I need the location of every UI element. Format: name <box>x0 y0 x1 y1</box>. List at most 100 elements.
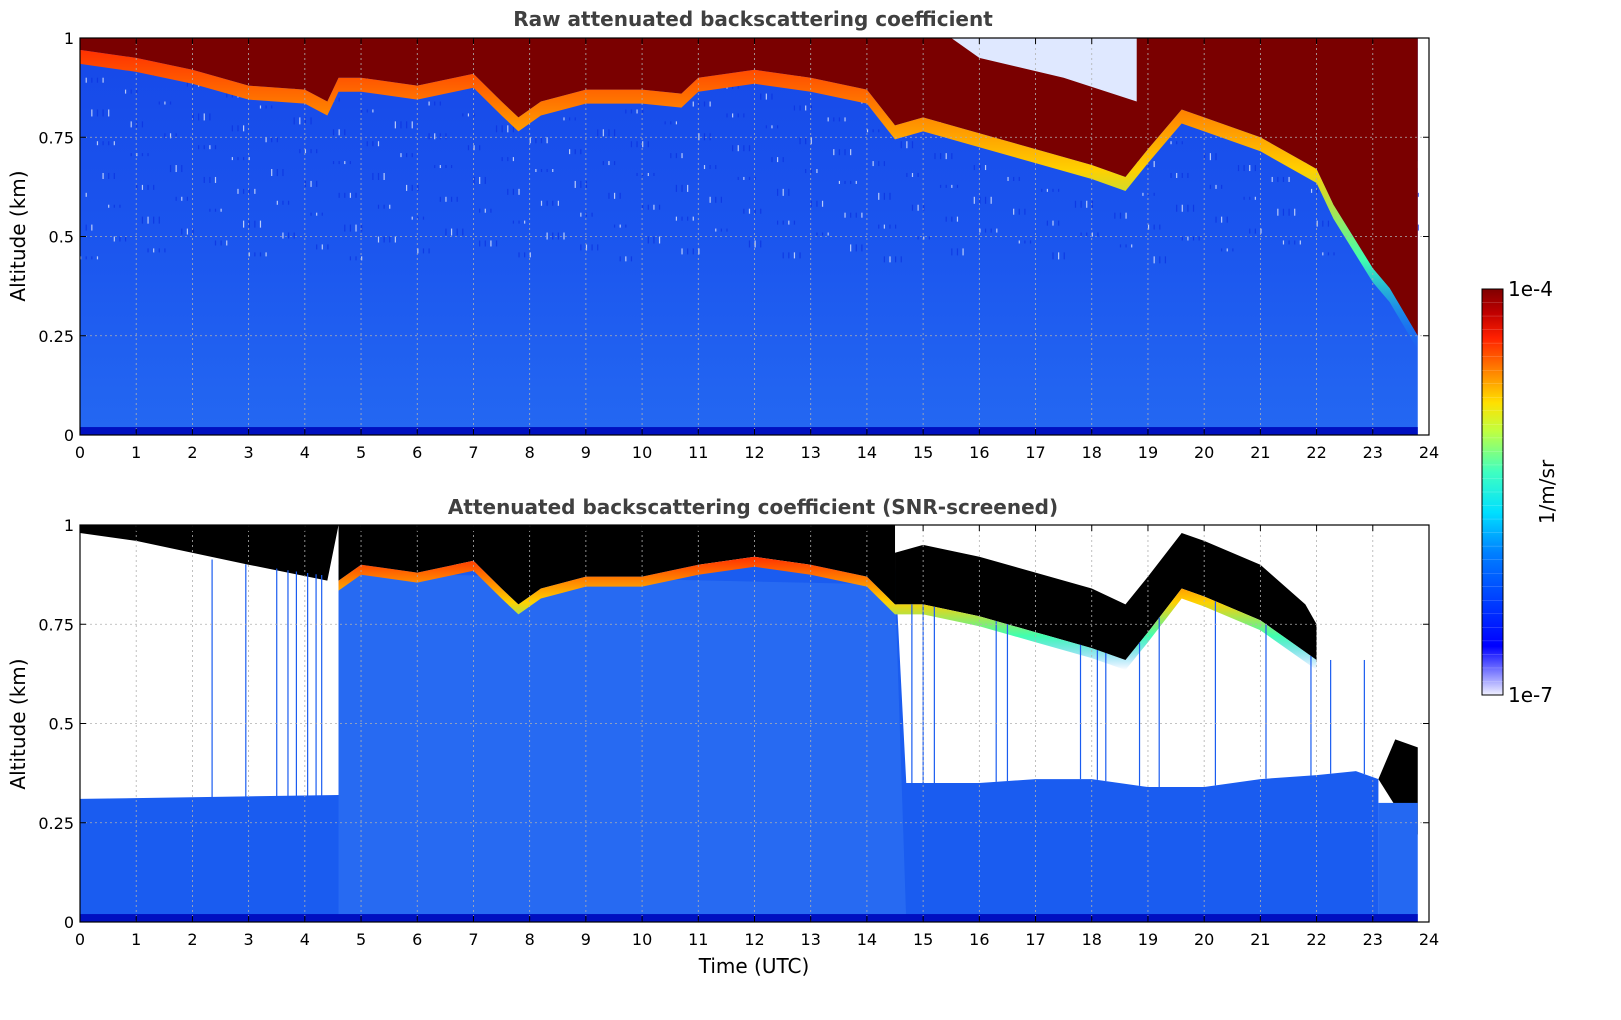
noise-speck <box>1277 176 1279 182</box>
noise-speck <box>1187 204 1189 212</box>
noise-speck <box>136 121 138 128</box>
noise-speck <box>1063 252 1065 260</box>
screened-plot-area <box>80 525 1418 922</box>
noise-speck <box>984 228 987 233</box>
noise-speck <box>737 176 739 180</box>
noise-speck <box>96 77 99 83</box>
noise-speck <box>254 252 256 257</box>
noise-speck <box>850 149 852 156</box>
noise-speck <box>361 224 363 232</box>
noise-speck <box>1187 236 1189 241</box>
noise-speck <box>355 224 357 232</box>
x-tick-label: 13 <box>801 443 821 462</box>
noise-speck <box>546 200 548 206</box>
noise-speck <box>136 153 138 157</box>
noise-speck <box>181 165 183 173</box>
x-tick-label: 20 <box>1194 930 1214 949</box>
noise-speck <box>608 192 610 199</box>
noise-speck <box>597 129 599 137</box>
noise-speck <box>619 192 621 199</box>
noise-speck <box>574 180 576 188</box>
noise-speck <box>344 129 346 136</box>
noise-speck <box>771 157 773 163</box>
noise-speck <box>456 228 458 236</box>
noise-speck <box>630 141 633 148</box>
screened-panel: Attenuated backscattering coefficient (S… <box>6 495 1439 978</box>
noise-speck <box>889 256 891 263</box>
noise-speck <box>282 232 284 239</box>
noise-speck <box>259 252 262 257</box>
noise-speck <box>248 220 250 228</box>
noise-speck <box>636 109 638 114</box>
noise-speck <box>636 172 638 176</box>
noise-speck <box>1119 244 1122 248</box>
noise-speck <box>1114 212 1116 219</box>
noise-speck <box>1181 172 1183 178</box>
noise-speck <box>243 125 245 132</box>
noise-speck <box>889 224 891 229</box>
noise-speck <box>1159 256 1161 264</box>
noise-speck <box>850 212 852 218</box>
noise-speck <box>709 133 711 141</box>
noise-speck <box>355 192 357 198</box>
noise-speck <box>647 204 649 210</box>
noise-speck <box>377 204 380 209</box>
noise-speck <box>304 149 307 154</box>
noise-speck <box>956 248 959 256</box>
noise-speck <box>675 184 678 192</box>
noise-speck <box>113 172 115 179</box>
y-tick-label: 1 <box>64 29 74 48</box>
noise-speck <box>889 192 891 200</box>
noise-speck <box>332 129 335 136</box>
noise-speck <box>698 248 700 255</box>
noise-speck <box>102 141 104 146</box>
noise-speck <box>1277 208 1279 216</box>
noise-speck <box>91 256 93 260</box>
noise-speck <box>726 228 728 232</box>
noise-speck <box>911 204 914 211</box>
noise-speck <box>203 176 205 183</box>
noise-speck <box>653 172 655 176</box>
noise-speck <box>1176 172 1178 178</box>
noise-speck <box>844 212 846 218</box>
noise-speck <box>928 236 930 240</box>
noise-speck <box>344 224 346 232</box>
noise-speck <box>951 153 953 160</box>
raw-cloud-edge <box>80 49 1418 350</box>
noise-speck <box>557 200 559 206</box>
noise-speck <box>243 157 245 161</box>
noise-speck <box>518 252 520 258</box>
noise-speck <box>164 133 166 139</box>
noise-speck <box>810 105 812 111</box>
noise-speck <box>878 192 880 200</box>
noise-speck <box>793 105 796 111</box>
noise-speck <box>518 220 520 224</box>
noise-speck <box>1024 240 1026 244</box>
noise-speck <box>895 224 897 229</box>
noise-speck <box>1142 192 1144 196</box>
noise-speck <box>226 240 228 246</box>
noise-speck <box>732 145 734 152</box>
noise-speck <box>681 248 683 255</box>
noise-speck <box>776 188 779 196</box>
noise-speck <box>124 236 127 242</box>
noise-speck <box>102 172 104 179</box>
noise-speck <box>754 208 756 214</box>
y-tick-label: 0.25 <box>38 814 74 833</box>
noise-speck <box>1288 208 1290 216</box>
noise-speck <box>878 129 880 133</box>
noise-speck <box>321 212 323 216</box>
noise-speck <box>529 252 531 258</box>
noise-speck <box>715 196 717 203</box>
noise-speck <box>737 145 739 152</box>
noise-speck <box>1058 188 1060 192</box>
noise-speck <box>394 236 396 243</box>
noise-speck <box>394 121 396 129</box>
noise-speck <box>883 256 885 263</box>
noise-speck <box>209 145 211 150</box>
noise-speck <box>175 196 177 201</box>
noise-speck <box>1091 200 1093 208</box>
screened-panel-title: Attenuated backscattering coefficient (S… <box>448 495 1058 519</box>
noise-speck <box>569 117 571 121</box>
x-tick-label: 23 <box>1363 930 1383 949</box>
